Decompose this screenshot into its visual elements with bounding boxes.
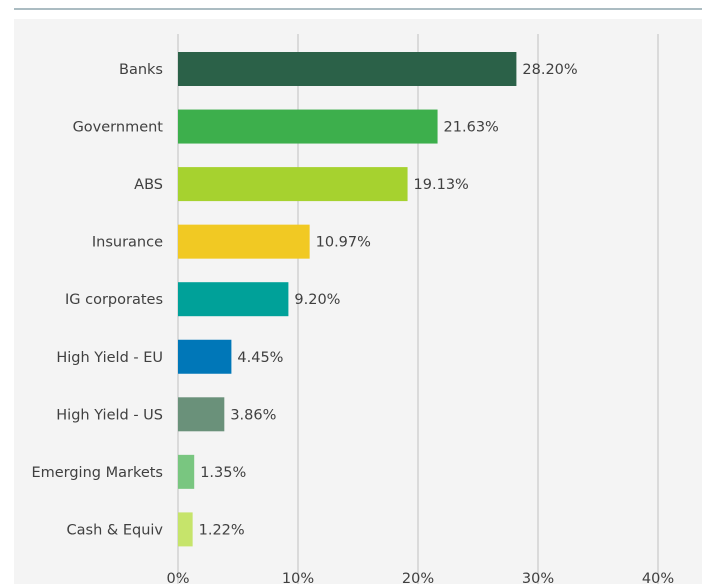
x-tick-label: 40% [642,571,674,584]
category-label: Banks [119,62,163,78]
x-axis-tick-labels: 0% 10% 20% 30% 40% [166,571,674,584]
category-label: Cash & Equiv [67,522,164,538]
bar [178,167,408,202]
value-label: 9.20% [294,292,340,308]
value-label: 4.45% [237,350,283,366]
value-label: 3.86% [230,407,276,423]
bar [178,52,517,86]
x-tick-label: 10% [282,571,314,584]
value-label: 21.63% [444,120,499,136]
bar [178,109,438,144]
category-label: Emerging Markets [31,465,163,481]
x-tick-label: 30% [522,571,554,584]
value-label: 28.20% [522,62,577,78]
category-label: ABS [134,177,163,193]
category-label: High Yield - US [56,407,163,423]
value-label: 19.13% [414,177,469,193]
value-labels: 28.20% 21.63% 19.13% 10.97% 9.20% 4.45% 3.86% 1… [199,62,578,538]
bar [178,512,193,547]
category-label: Insurance [92,235,163,251]
bar [178,224,310,259]
bars [178,52,517,547]
x-tick-label: 20% [402,571,434,584]
bar [178,397,225,432]
value-label: 1.22% [199,522,245,538]
x-tick-label: 0% [166,571,189,584]
category-label: IG corporates [65,292,163,308]
bar [178,454,195,489]
category-label: Government [73,120,164,136]
category-labels: Banks Government ABS Insurance IG corporates… [31,62,163,538]
value-label: 1.35% [200,465,246,481]
category-label: High Yield - EU [56,350,163,366]
value-label: 10.97% [316,235,371,251]
bar [178,282,289,317]
bar [178,339,232,374]
